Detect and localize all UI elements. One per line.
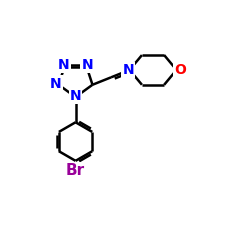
Text: O: O [174, 63, 186, 77]
Text: N: N [82, 58, 93, 72]
Text: Br: Br [66, 163, 85, 178]
Text: N: N [50, 76, 62, 90]
Text: N: N [70, 89, 81, 103]
Text: N: N [58, 58, 70, 72]
Text: N: N [122, 63, 134, 77]
